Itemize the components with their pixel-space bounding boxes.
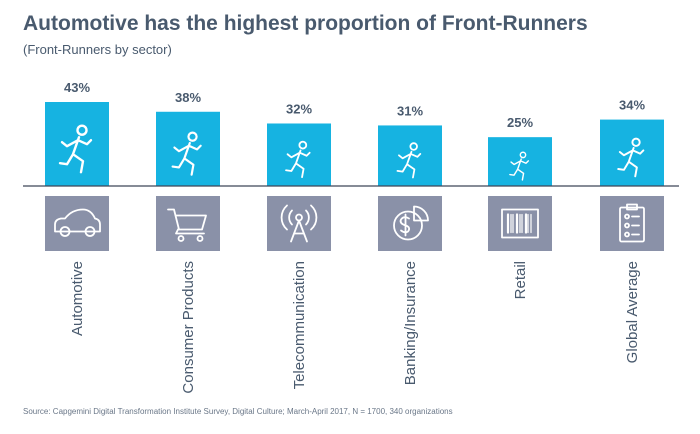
car-icon	[54, 208, 101, 237]
category-label: Consumer Products	[180, 261, 197, 394]
runner-icon	[285, 140, 311, 179]
bar-group	[45, 102, 109, 186]
antenna-icon	[280, 204, 318, 243]
runner-icon	[509, 151, 530, 181]
clipboard-checklist-icon	[619, 203, 645, 243]
source-note: Source: Capgemini Digital Transformation…	[23, 407, 453, 416]
category-label: Global Average	[624, 261, 641, 363]
barcode-icon	[501, 208, 539, 239]
value-label: 38%	[175, 90, 201, 105]
value-label: 43%	[64, 80, 90, 95]
icon-tile	[156, 196, 220, 251]
runner-icon	[171, 131, 202, 176]
bar-group	[488, 137, 552, 186]
shopping-cart-icon	[167, 208, 207, 242]
category-label: Retail	[512, 261, 529, 299]
runner-icon	[58, 124, 93, 174]
icon-tile	[488, 196, 552, 251]
value-label: 34%	[619, 98, 645, 113]
category-label: Banking/Insurance	[402, 261, 419, 385]
icon-tile	[267, 196, 331, 251]
chart-subtitle: (Front-Runners by sector)	[23, 42, 172, 57]
icon-tile	[45, 196, 109, 251]
bar-group	[600, 119, 664, 186]
bar-group	[267, 123, 331, 186]
value-label: 31%	[397, 103, 423, 118]
icon-tile	[600, 196, 664, 251]
category-label: Automotive	[69, 261, 86, 336]
dollar-pie-icon	[393, 205, 429, 241]
bar-group	[156, 111, 220, 186]
value-label: 32%	[286, 101, 312, 116]
category-label: Telecommunication	[291, 261, 308, 389]
bar-group	[378, 125, 442, 186]
chart-title: Automotive has the highest proportion of…	[23, 12, 588, 35]
runner-icon	[396, 142, 422, 179]
value-label: 25%	[507, 115, 533, 130]
runner-icon	[617, 137, 645, 178]
icon-tile	[378, 196, 442, 251]
